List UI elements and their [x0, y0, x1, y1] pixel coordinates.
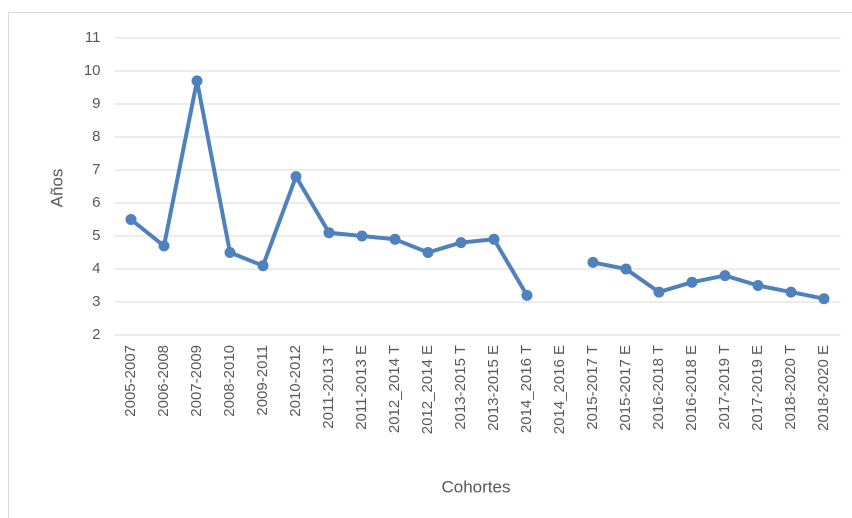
- x-tick-label: 2017-2019 T: [716, 345, 733, 430]
- point: [356, 230, 368, 242]
- x-tick-label: 2013-2015 E: [485, 345, 502, 431]
- x-tick-label: 2014_2016 T: [518, 345, 535, 433]
- x-tick-label: 2010-2012: [287, 345, 304, 417]
- point: [686, 276, 698, 288]
- point: [752, 280, 764, 291]
- point: [620, 263, 632, 275]
- x-tick-label: 2016-2018 T: [650, 345, 667, 430]
- x-tick-label: 2007-2009: [188, 345, 205, 417]
- x-tick-label: 2014_2016 E: [551, 345, 568, 434]
- point: [653, 286, 665, 298]
- point: [488, 233, 500, 245]
- y-tick-label: 11: [85, 29, 101, 46]
- x-tick-label: 2011-2013 T: [320, 345, 337, 429]
- x-axis-title: Cohortes: [442, 477, 511, 496]
- x-tick-label: 2012_2014 T: [386, 345, 403, 433]
- x-tick-label: 2009-2011: [254, 345, 271, 416]
- y-tick-label: 5: [92, 227, 100, 244]
- point: [158, 240, 170, 252]
- point: [323, 227, 335, 239]
- y-tick-label: 8: [92, 128, 100, 145]
- point: [125, 214, 137, 225]
- point: [719, 270, 731, 282]
- x-tick-label: 2008-2010: [221, 345, 238, 417]
- x-tick-label: 2006-2008: [155, 345, 172, 417]
- y-tick-label: 10: [84, 62, 101, 79]
- x-tick-label: 2015-2017 E: [617, 345, 634, 431]
- point: [224, 247, 236, 258]
- x-tick-label: 2005-2007: [122, 345, 139, 417]
- x-tick-label: 2013-2015 T: [452, 345, 469, 430]
- y-tick-label: 4: [92, 260, 100, 277]
- x-tick-label: 2018-2020 T: [782, 345, 799, 430]
- x-tick-label: 2017-2019 E: [749, 345, 766, 431]
- x-tick-label: 2016-2018 E: [683, 345, 700, 431]
- point: [818, 293, 830, 305]
- point: [191, 75, 203, 87]
- x-tick-label: 2018-2020 E: [815, 345, 832, 431]
- point: [290, 171, 302, 183]
- point: [389, 233, 401, 245]
- y-axis-title: Años: [47, 169, 66, 208]
- point: [785, 286, 797, 298]
- chart-frame: [8, 12, 852, 518]
- y-tick-label: 2: [92, 326, 100, 343]
- x-tick-label: 2011-2013 E: [353, 345, 370, 430]
- point: [521, 289, 533, 301]
- point: [257, 260, 269, 272]
- point: [587, 256, 599, 268]
- y-tick-label: 3: [92, 293, 100, 310]
- point: [455, 237, 467, 249]
- y-tick-label: 9: [92, 95, 100, 112]
- x-tick-label: 2015-2017 T: [584, 345, 601, 430]
- y-tick-label: 7: [92, 161, 100, 178]
- x-tick-label: 2012_2014 E: [419, 345, 436, 434]
- point: [422, 247, 434, 258]
- y-tick-label: 6: [92, 194, 100, 211]
